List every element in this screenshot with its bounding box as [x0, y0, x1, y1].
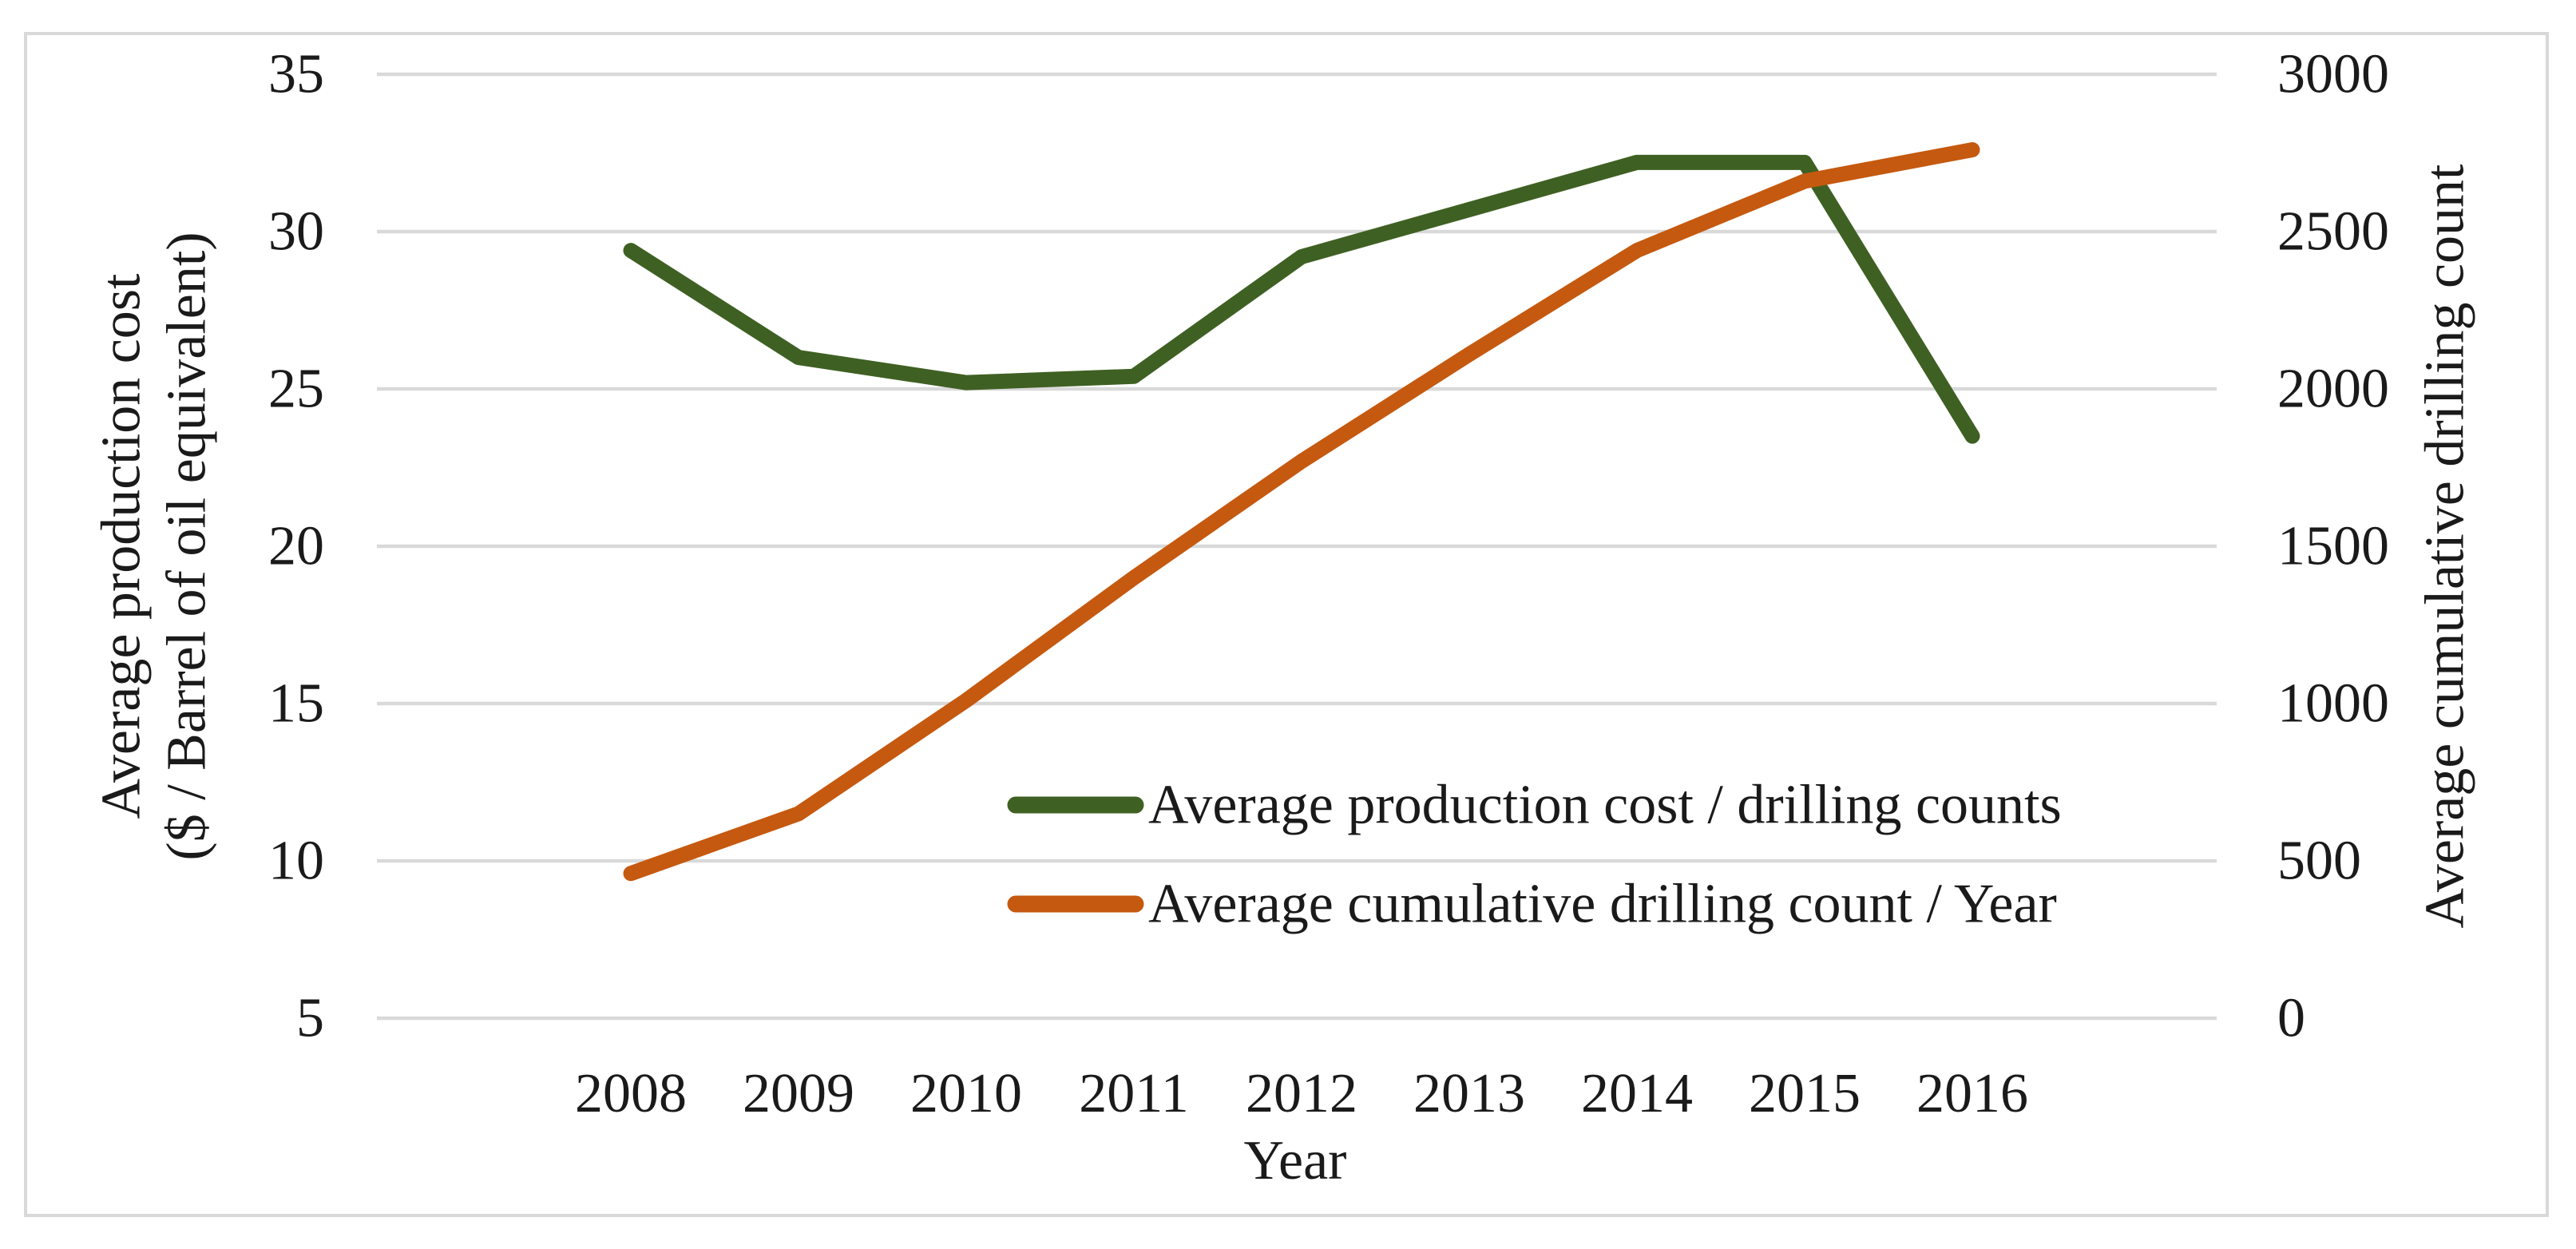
- y-axis-right-tick-label: 1500: [2277, 516, 2389, 577]
- y-axis-left-tick-label: 5: [296, 988, 324, 1049]
- series-line-cumulative-drilling-count: [623, 142, 1980, 882]
- x-axis-tick-label: 2012: [1246, 1063, 1357, 1124]
- y-axis-right-tick-label: 3000: [2277, 44, 2389, 105]
- y-axis-left-title: ($ / Barrel of oil equivalent): [157, 232, 218, 860]
- y-axis-right-tick-label: 500: [2277, 831, 2361, 892]
- y-axis-left-tick-label: 20: [268, 516, 324, 577]
- y-axis-left-tick-label: 35: [268, 44, 324, 105]
- y-axis-left-title: Average production cost: [91, 273, 153, 819]
- y-axis-right-tick-label: 1000: [2277, 673, 2389, 735]
- x-axis-tick-label: 2010: [910, 1063, 1022, 1124]
- x-axis-tick-label: 2011: [1079, 1063, 1188, 1124]
- y-axis-right-title: Average cumulative drilling count: [2415, 164, 2476, 929]
- x-axis-tick-label: 2009: [743, 1063, 854, 1124]
- x-axis-tick-label: 2013: [1413, 1063, 1525, 1124]
- y-axis-left-tick-label: 25: [268, 359, 324, 420]
- legend-label: Average production cost / drilling count…: [1148, 775, 2062, 836]
- series-line-production-cost: [623, 154, 1980, 444]
- x-axis-tick-label: 2014: [1581, 1063, 1693, 1124]
- x-axis-tick-label: 2016: [1916, 1063, 2028, 1124]
- y-axis-right-tick-label: 2000: [2277, 359, 2389, 420]
- figure-border: [24, 32, 2549, 1217]
- y-axis-left-tick-label: 10: [268, 831, 324, 892]
- y-axis-left-tick-label: 30: [268, 201, 324, 263]
- x-axis-title: Year: [1244, 1130, 1347, 1192]
- y-axis-left-tick-label: 15: [268, 673, 324, 735]
- y-axis-right-tick-label: 2500: [2277, 201, 2389, 263]
- x-axis-tick-label: 2015: [1749, 1063, 1861, 1124]
- x-axis-tick-label: 2008: [575, 1063, 687, 1124]
- legend-label: Average cumulative drilling count / Year: [1148, 874, 2057, 935]
- y-axis-right-tick-label: 0: [2277, 988, 2305, 1049]
